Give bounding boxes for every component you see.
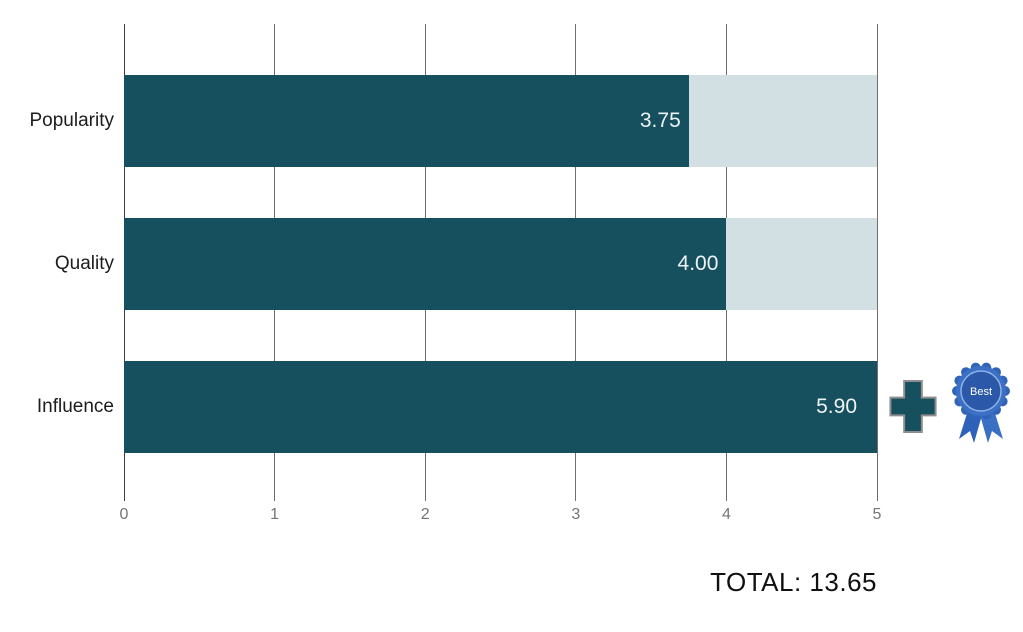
category-label: Quality [54,253,114,274]
x-tick-label: 1 [270,506,280,523]
bar[interactable]: 3.75 [124,75,689,167]
category-label: Influence [36,396,114,417]
total-label: TOTAL: 13.65 [710,567,877,597]
x-tick-label: 2 [420,506,430,523]
badge-label: Best [970,386,992,398]
x-tick-label: 5 [872,506,882,523]
bar-value-label: 4.00 [677,252,719,275]
x-tick-label: 4 [721,506,731,523]
category-label: Popularity [29,110,115,131]
bar[interactable]: 4.00 [124,218,727,310]
bar-value-label: 5.90 [816,395,857,418]
bar[interactable]: 5.90 [124,361,877,453]
plus-icon [888,379,938,434]
bar-value-label: 3.75 [639,109,681,132]
best-badge-icon: Best [947,361,1015,447]
gridline [876,24,878,501]
x-tick-label: 0 [119,506,129,523]
x-tick-label: 3 [571,506,581,523]
